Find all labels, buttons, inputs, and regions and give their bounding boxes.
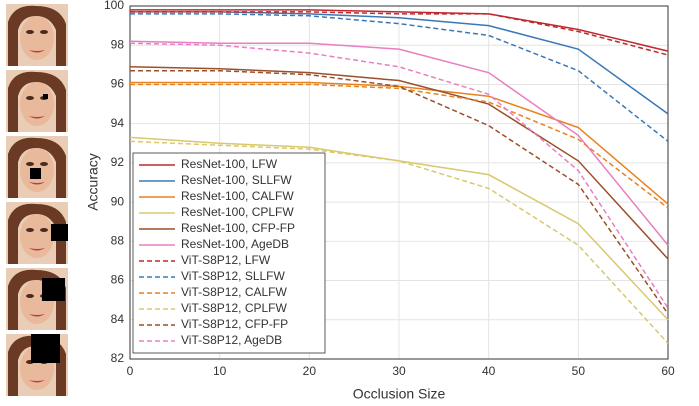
y-tick-label: 88 [111,234,125,248]
y-tick-label: 92 [111,155,125,169]
legend-label: ViT-S8P12, AgeDB [181,333,282,347]
y-tick-label: 94 [111,116,125,130]
legend-label: ResNet-100, AgeDB [181,237,289,251]
series-line [130,83,669,209]
series-line [130,9,669,52]
legend-label: ResNet-100, CPLFW [181,205,294,219]
x-tick-label: 40 [482,364,496,378]
x-tick-label: 10 [213,364,227,378]
series-line [130,81,669,205]
x-tick-label: 0 [127,364,134,378]
face-column [6,4,68,396]
legend-label: ResNet-100, LFW [181,157,278,171]
x-tick-label: 50 [572,364,586,378]
occlusion [51,224,68,241]
legend-label: ViT-S8P12, CPLFW [181,301,287,315]
series-line [129,140,669,344]
y-tick-label: 96 [111,77,125,91]
series-line [130,13,669,142]
y-axis-label: Accuracy [85,153,101,211]
legend-label: ViT-S8P12, SLLFW [181,269,285,283]
plot-frame [129,5,669,360]
y-tick-label: 90 [111,194,125,208]
legend-label: ViT-S8P12, LFW [181,253,271,267]
occlusion [43,94,48,99]
series-line [130,11,669,56]
y-tick-label: 82 [111,351,125,365]
legend-label: ResNet-100, CALFW [181,189,294,203]
legend-label: ViT-S8P12, CALFW [181,285,287,299]
series-line [129,42,669,309]
legend-label: ResNet-100, SLLFW [181,173,292,187]
face-image [6,136,68,198]
series-line [130,69,669,315]
y-tick-label: 100 [104,0,124,12]
occlusion [31,334,60,363]
occlusion [42,278,65,301]
legend-label: ViT-S8P12, CFP-FP [181,317,288,331]
series-line [129,136,669,321]
legend: ResNet-100, LFW ResNet-100, SLLFW ResNet-1… [132,152,326,354]
legend-label: ResNet-100, CFP-FP [181,221,295,235]
x-axis-label: Occlusion Size [353,386,446,402]
legend-box [132,152,326,354]
x-tick-label: 20 [303,364,317,378]
x-tick-label: 30 [392,364,406,378]
x-tick-label: 60 [661,364,675,378]
y-tick-label: 98 [111,37,125,51]
face-image [6,70,68,132]
face-image [6,4,68,66]
occlusion [30,168,41,179]
y-tick-label: 84 [111,312,125,326]
series-line [129,40,669,246]
y-tick-label: 86 [111,273,125,287]
series-line [129,66,669,260]
